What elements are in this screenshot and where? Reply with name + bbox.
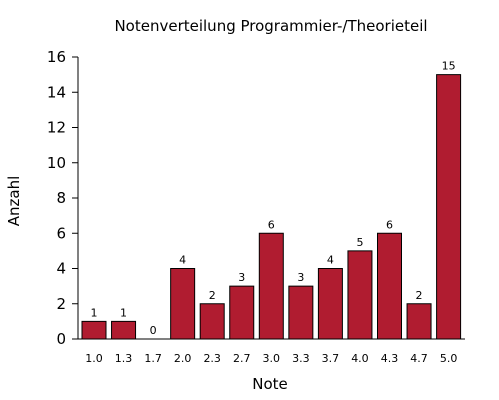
x-axis-label: Note [252, 375, 288, 393]
bar [377, 232, 402, 340]
bar-value-label: 15 [442, 60, 456, 73]
bar [288, 285, 314, 340]
x-tick-label: 5.0 [440, 352, 458, 365]
bar [81, 320, 107, 340]
bar-value-label: 1 [120, 306, 127, 319]
x-tick-label: 2.7 [233, 352, 251, 365]
data-labels-group: 1 1 0 4 2 3 6 3 4 5 6 2 15 [91, 60, 456, 337]
x-tick-label: 4.7 [410, 352, 428, 365]
bar-value-label: 1 [91, 306, 98, 319]
y-tick-label: 0 [56, 330, 66, 348]
x-tick-label: 1.3 [115, 352, 133, 365]
bar [347, 250, 373, 340]
x-tick-label: 3.7 [322, 352, 340, 365]
x-tick-label: 1.0 [85, 352, 103, 365]
y-tick-label: 10 [47, 154, 66, 172]
y-tick-label: 8 [56, 189, 66, 207]
bar [406, 303, 432, 340]
bar-value-label: 4 [327, 254, 334, 267]
x-tick-label: 1.7 [144, 352, 162, 365]
y-tick-label: 12 [47, 119, 66, 137]
bar-value-label: 4 [179, 254, 186, 267]
y-axis-ticks: 0 2 4 6 8 10 12 14 16 [47, 48, 78, 348]
y-tick-label: 16 [47, 48, 66, 66]
bar [258, 232, 284, 340]
chart-title: Notenverteilung Programmier-/Theorieteil [114, 17, 427, 35]
bar-value-label: 2 [209, 289, 216, 302]
y-axis-label: Anzahl [5, 176, 23, 227]
bar-value-label: 0 [150, 324, 157, 337]
bars-group [81, 74, 462, 340]
x-tick-label: 3.0 [263, 352, 281, 365]
bar [111, 320, 137, 340]
bar [436, 74, 462, 340]
bar-value-label: 2 [416, 289, 423, 302]
bar-value-label: 3 [297, 271, 304, 284]
bar [229, 285, 255, 340]
y-tick-label: 4 [56, 260, 66, 278]
bar [199, 303, 225, 340]
y-tick-label: 6 [56, 224, 66, 242]
x-tick-label: 2.3 [203, 352, 221, 365]
y-tick-label: 14 [47, 83, 66, 101]
x-tick-label: 4.3 [381, 352, 399, 365]
y-tick-label: 2 [56, 295, 66, 313]
bar-value-label: 6 [386, 218, 393, 231]
x-tick-label: 2.0 [174, 352, 192, 365]
bar [317, 268, 343, 340]
x-tick-label: 3.3 [292, 352, 310, 365]
bar-value-label: 6 [268, 218, 275, 231]
bar-value-label: 3 [238, 271, 245, 284]
x-axis-ticks: 1.0 1.3 1.7 2.0 2.3 2.7 3.0 3.3 3.7 4.0 4.3 4.7 5.0 [85, 352, 457, 365]
bar-value-label: 5 [356, 236, 363, 249]
x-tick-label: 4.0 [351, 352, 369, 365]
bar [170, 268, 196, 340]
